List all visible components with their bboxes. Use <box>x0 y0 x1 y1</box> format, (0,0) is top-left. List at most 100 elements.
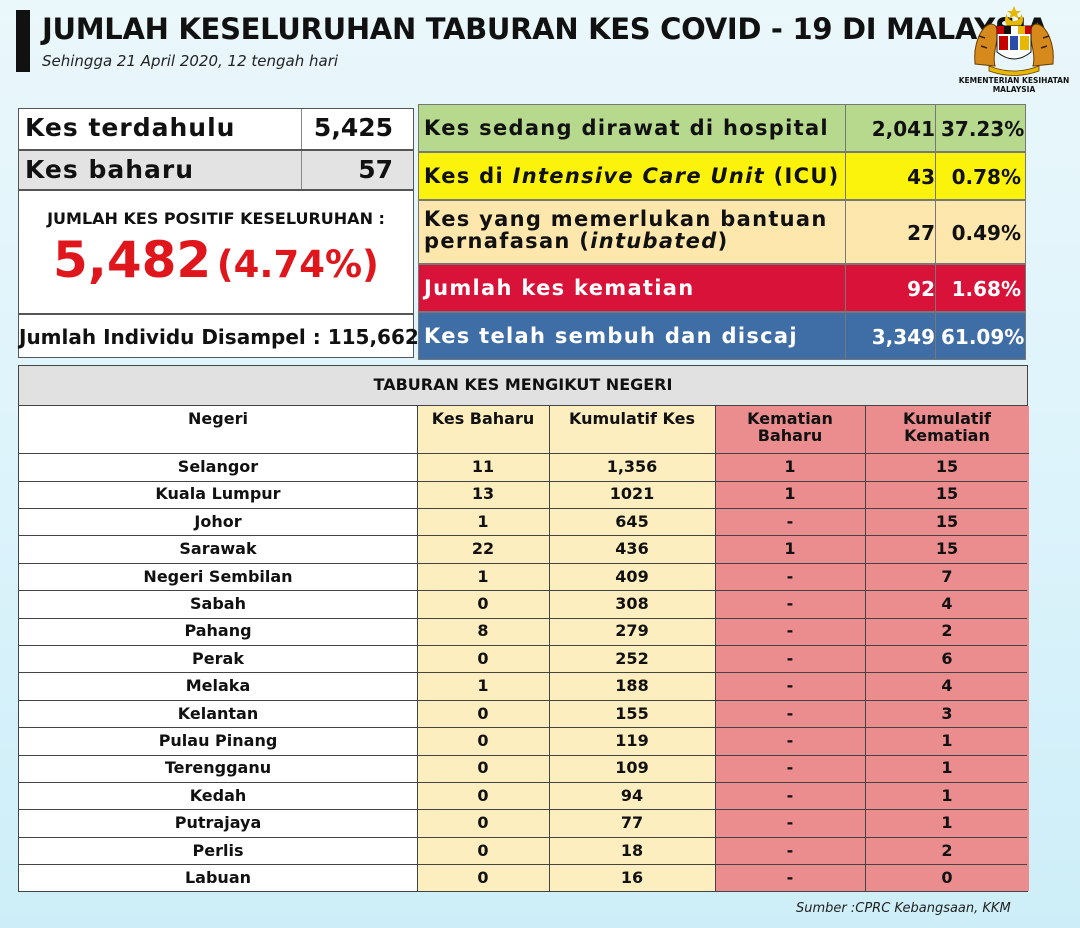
deaths-percent: 1.68% <box>951 277 1021 301</box>
icu-count: 43 <box>907 165 935 189</box>
total-positive-box: JUMLAH KES POSITIF KESELURUHAN : 5,482 (… <box>18 190 414 314</box>
cumulative-deaths-cell: 1 <box>941 785 953 805</box>
state-name-cell: Terengganu <box>164 758 272 778</box>
state-name-cell: Melaka <box>185 676 251 696</box>
new-deaths-cell: - <box>786 758 794 778</box>
new-cases-cell: 22 <box>471 539 495 559</box>
new-cases-cell: 0 <box>477 758 489 778</box>
new-cases-label: Kes baharu <box>25 155 195 184</box>
cumulative-cases-cell: 188 <box>615 676 649 696</box>
icu-label: Kes di Intensive Care Unit (ICU) <box>424 164 840 188</box>
new-cases-cell: 0 <box>477 648 489 668</box>
intubated-row: Kes yang memerlukan bantuan pernafasan (… <box>418 200 1026 264</box>
new-cases-cell: 0 <box>477 840 489 860</box>
new-deaths-cell: - <box>786 566 794 586</box>
logo-text-country: MALAYSIA <box>992 85 1036 94</box>
table-row: Selangor 11 1,356 1 15 <box>19 454 1027 482</box>
new-deaths-cell: - <box>786 511 794 531</box>
header-state: Negeri <box>19 406 417 454</box>
state-name-cell: Putrajaya <box>174 813 262 833</box>
hospital-percent: 37.23% <box>941 117 1025 141</box>
cumulative-deaths-cell: 2 <box>941 621 953 641</box>
cumulative-deaths-cell: 15 <box>935 539 959 559</box>
total-positive-value-group: 5,482 (4.74%) <box>19 231 413 289</box>
cumulative-deaths-cell: 0 <box>941 868 953 887</box>
intubated-percent: 0.49% <box>951 221 1021 245</box>
cumulative-cases-cell: 308 <box>615 594 649 613</box>
cumulative-cases-cell: 1021 <box>609 484 655 504</box>
discharged-count: 3,349 <box>871 325 935 349</box>
sampled-individuals-label: Jumlah Individu Disampel : 115,662 <box>19 325 419 349</box>
state-name-cell: Selangor <box>177 457 259 476</box>
cumulative-deaths-cell: 1 <box>941 731 953 750</box>
cumulative-cases-cell: 16 <box>620 868 644 887</box>
new-cases-cell: 0 <box>477 868 489 887</box>
new-deaths-cell: - <box>786 621 794 641</box>
icu-percent: 0.78% <box>951 165 1021 189</box>
cumulative-deaths-cell: 6 <box>941 648 953 668</box>
table-title: TABURAN KES MENGIKUT NEGERI <box>19 366 1027 406</box>
state-name-cell: Sarawak <box>179 539 257 559</box>
discharged-label: Kes telah sembuh dan discaj <box>424 324 798 348</box>
new-deaths-cell: - <box>786 840 794 860</box>
table-row: Pahang 8 279 - 2 <box>19 618 1027 646</box>
header-cumulative-cases: Kumulatif Kes <box>549 406 715 454</box>
previous-cases-row: Kes terdahulu 5,425 <box>18 108 414 150</box>
deaths-label: Jumlah kes kematian <box>424 276 695 300</box>
ministry-logo: KEMENTERIAN KESIHATAN MALAYSIA <box>952 4 1076 100</box>
table-row: Negeri Sembilan 1 409 - 7 <box>19 564 1027 592</box>
cumulative-deaths-cell: 15 <box>935 457 959 476</box>
hospital-label: Kes sedang dirawat di hospital <box>424 116 829 140</box>
cumulative-cases-cell: 18 <box>620 840 644 860</box>
total-positive-percent: (4.74%) <box>216 243 379 286</box>
table-row: Sarawak 22 436 1 15 <box>19 536 1027 564</box>
hospital-row: Kes sedang dirawat di hospital 2,041 37.… <box>418 104 1026 152</box>
new-cases-row: Kes baharu 57 <box>18 150 414 190</box>
cumulative-deaths-cell: 1 <box>941 813 953 833</box>
new-deaths-cell: - <box>786 703 794 723</box>
new-deaths-cell: 1 <box>784 539 796 559</box>
discharged-row: Kes telah sembuh dan discaj 3,349 61.09% <box>418 312 1026 360</box>
state-name-cell: Labuan <box>184 868 252 887</box>
previous-cases-label: Kes terdahulu <box>25 113 236 142</box>
page-subtitle: Sehingga 21 April 2020, 12 tengah hari <box>42 52 339 70</box>
total-positive-value: 5,482 <box>53 231 212 289</box>
table-row: Johor 1 645 - 15 <box>19 509 1027 537</box>
table-row: Terengganu 0 109 - 1 <box>19 755 1027 783</box>
total-positive-label: JUMLAH KES POSITIF KESELURUHAN : <box>47 209 385 228</box>
new-deaths-cell: - <box>786 648 794 668</box>
state-name-cell: Perlis <box>192 840 244 860</box>
new-cases-cell: 1 <box>477 511 489 531</box>
title-accent-bar <box>16 10 30 72</box>
new-deaths-cell: - <box>786 813 794 833</box>
icu-row: Kes di Intensive Care Unit (ICU) 43 0.78… <box>418 152 1026 200</box>
state-name-cell: Kelantan <box>177 703 259 723</box>
previous-cases-value: 5,425 <box>301 109 413 149</box>
table-row: Perak 0 252 - 6 <box>19 646 1027 674</box>
new-cases-cell: 0 <box>477 785 489 805</box>
header-new-cases: Kes Baharu <box>417 406 549 454</box>
new-cases-cell: 0 <box>477 813 489 833</box>
state-name-cell: Pahang <box>184 621 252 641</box>
deaths-row: Jumlah kes kematian 92 1.68% <box>418 264 1026 312</box>
cumulative-cases-cell: 77 <box>620 813 644 833</box>
intubated-count: 27 <box>907 221 935 245</box>
table-row: Kelantan 0 155 - 3 <box>19 701 1027 729</box>
table-row: Putrajaya 0 77 - 1 <box>19 810 1027 838</box>
new-deaths-cell: - <box>786 868 794 887</box>
new-cases-cell: 0 <box>477 731 489 750</box>
intubated-label: Kes yang memerlukan bantuan pernafasan (… <box>424 207 828 253</box>
cumulative-cases-cell: 252 <box>615 648 649 668</box>
source-note: Sumber :CPRC Kebangsaan, KKM <box>796 901 1011 916</box>
cumulative-cases-cell: 155 <box>615 703 649 723</box>
cumulative-deaths-cell: 15 <box>935 484 959 504</box>
table-row: Labuan 0 16 - 0 <box>19 865 1027 893</box>
cumulative-cases-cell: 1,356 <box>606 457 658 476</box>
header-new-deaths: Kematian Baharu <box>715 406 865 454</box>
cumulative-deaths-cell: 2 <box>941 840 953 860</box>
new-deaths-cell: 1 <box>784 457 796 476</box>
cumulative-cases-cell: 409 <box>615 566 649 586</box>
state-name-cell: Kedah <box>189 785 247 805</box>
new-cases-cell: 0 <box>477 703 489 723</box>
page-title: JUMLAH KESELURUHAN TABURAN KES COVID - 1… <box>42 12 1049 46</box>
